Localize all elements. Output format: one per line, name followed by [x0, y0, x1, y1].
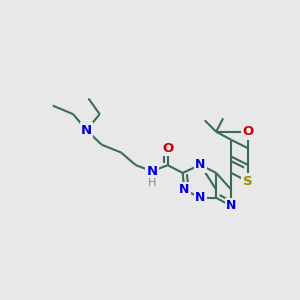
Text: N: N: [195, 191, 206, 204]
Text: N: N: [147, 165, 158, 178]
Text: H: H: [148, 178, 156, 188]
Text: N: N: [81, 124, 92, 136]
Text: N: N: [179, 183, 190, 196]
Text: O: O: [162, 142, 173, 155]
Text: N: N: [226, 200, 236, 212]
Text: N: N: [195, 158, 206, 171]
Text: O: O: [242, 125, 253, 138]
Text: S: S: [243, 175, 252, 188]
